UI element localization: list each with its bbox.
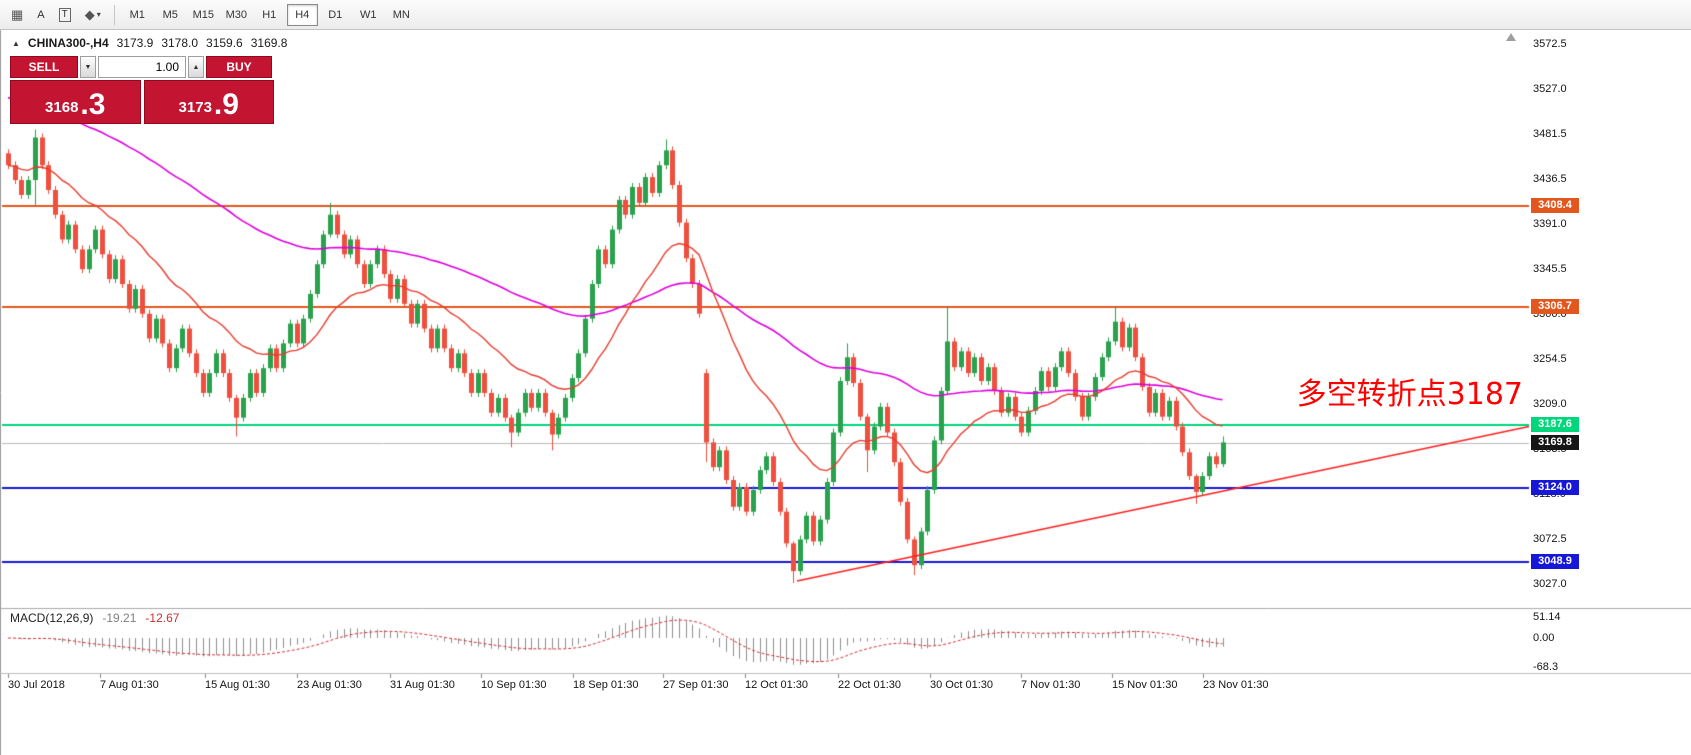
buy-price-display[interactable]: 3173 .9 [143,80,274,124]
timeframe-button-m15[interactable]: M15 [188,4,219,26]
ohlc-open: 3173.9 [116,36,154,50]
shapes-icon: ◆ [84,6,95,22]
chart-shift-marker-icon[interactable] [1506,33,1516,41]
shapes-tool-button[interactable]: ◆ ▾ [79,4,107,26]
macd-signal-value: -12.67 [145,611,180,625]
chevron-up-icon: ▲ [192,63,200,71]
toolbar: ▦ A T ◆ ▾ M1 M5 M15 M30 H1 H4 D1 W1 MN [0,0,1691,30]
toolbar-separator [113,4,115,25]
timeframe-button-h4[interactable]: H4 [286,3,318,26]
sell-price-last-digit: .3 [80,88,106,121]
chevron-down-icon: ▾ [96,10,101,19]
volume-decrease-button[interactable]: ▼ [80,56,96,78]
text-tool-icon: A [37,8,45,21]
windows-grid-icon: ▦ [11,6,24,22]
sell-price-display[interactable]: 3168 .3 [10,80,141,124]
buy-button[interactable]: BUY [206,56,272,78]
sell-price-main: 3168 [45,99,79,116]
timeframe-button-d1[interactable]: D1 [320,4,351,26]
buy-price-last-digit: .9 [213,88,239,121]
chevron-down-icon: ▼ [84,63,92,71]
timeframe-button-w1[interactable]: W1 [353,4,384,26]
volume-input[interactable] [98,56,186,78]
timeframe-button-mn[interactable]: MN [386,4,417,26]
one-click-trading-panel: SELL ▼ ▲ BUY 3168 .3 3173 .9 [10,56,274,124]
macd-name: MACD(12,26,9) [10,611,94,625]
timeframe-button-m5[interactable]: M5 [155,4,186,26]
windows-grid-button[interactable]: ▦ [5,4,29,26]
timeframe-button-m30[interactable]: M30 [221,4,252,26]
trade-panel-controls: SELL ▼ ▲ BUY [10,56,274,78]
sell-button[interactable]: SELL [10,56,78,78]
text-label-icon: T [58,7,71,22]
ohlc-high: 3178.0 [161,36,199,50]
chart-header: ▲ CHINA300-,H4 3173.9 3178.0 3159.6 3169… [12,36,287,50]
symbol-icon: ▲ [12,38,20,48]
text-tool-button[interactable]: A [31,4,50,26]
timeframe-button-m1[interactable]: M1 [122,4,153,26]
chart-symbol-title: CHINA300-,H4 [27,36,109,50]
timeframe-button-h1[interactable]: H1 [254,4,285,26]
macd-indicator-label: MACD(12,26,9) -19.21 -12.67 [10,611,179,625]
volume-increase-button[interactable]: ▲ [188,56,204,78]
ohlc-low: 3159.6 [206,36,243,50]
text-label-tool-button[interactable]: T [53,4,77,26]
ohlc-close: 3169.8 [250,36,288,50]
macd-main-value: -19.21 [102,611,137,625]
chart-annotation-text: 多空转折点3187 [1296,377,1523,412]
buy-price-main: 3173 [178,99,212,116]
trade-panel-prices: 3168 .3 3173 .9 [10,80,274,124]
